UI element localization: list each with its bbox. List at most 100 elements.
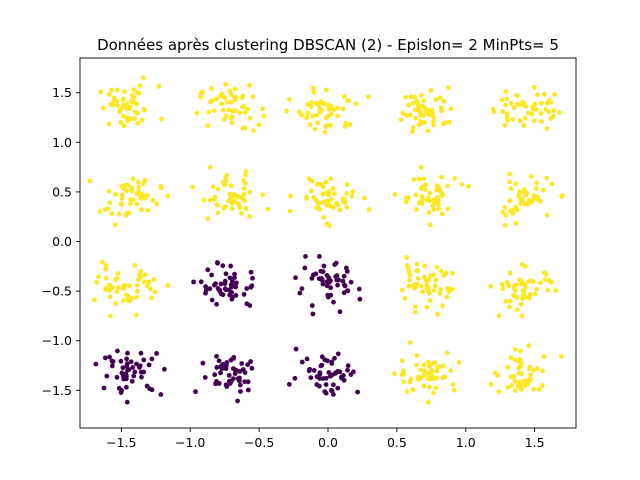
data-point	[544, 126, 550, 132]
data-point	[337, 369, 343, 375]
data-point	[499, 97, 505, 103]
data-point	[496, 313, 502, 318]
data-point	[514, 294, 520, 300]
data-point	[107, 313, 113, 319]
data-point	[317, 376, 323, 381]
data-point	[124, 106, 130, 112]
chart-title: Données après clustering DBSCAN (2) - Ep…	[97, 36, 559, 54]
data-point	[452, 176, 458, 181]
data-point	[198, 94, 204, 100]
data-point	[243, 206, 249, 211]
data-point	[418, 283, 424, 289]
data-point	[353, 101, 359, 107]
data-point	[399, 358, 405, 364]
data-point	[109, 87, 114, 93]
data-point	[242, 198, 248, 204]
data-point	[138, 350, 144, 356]
data-point	[404, 113, 410, 118]
data-point	[154, 201, 159, 207]
data-point	[419, 93, 424, 98]
data-point	[299, 359, 305, 365]
data-point	[428, 375, 434, 381]
data-point	[340, 106, 346, 112]
data-point	[107, 200, 113, 206]
data-point	[439, 174, 445, 180]
y-tick-label: 0.5	[52, 184, 72, 199]
data-point	[531, 386, 536, 392]
data-point	[421, 362, 427, 368]
data-point	[125, 367, 130, 373]
data-point	[328, 203, 334, 209]
data-point	[445, 206, 451, 212]
data-point	[315, 181, 320, 187]
data-point	[305, 110, 311, 116]
data-point	[431, 288, 437, 293]
data-point	[210, 184, 216, 190]
data-point	[260, 106, 266, 112]
data-point	[456, 360, 462, 366]
data-point	[141, 357, 147, 363]
data-point	[311, 89, 317, 95]
data-point	[517, 277, 522, 283]
data-point	[94, 279, 100, 285]
data-point	[418, 118, 424, 124]
data-point	[292, 375, 298, 381]
data-point	[406, 283, 412, 289]
data-point	[305, 102, 311, 107]
data-point	[559, 194, 564, 200]
data-point	[500, 209, 505, 215]
data-point	[311, 272, 316, 278]
data-point	[503, 89, 509, 94]
y-tick-label: 0.0	[52, 234, 72, 249]
data-point	[519, 360, 524, 366]
data-point	[241, 186, 247, 192]
data-point	[439, 193, 445, 199]
data-point	[298, 112, 304, 118]
data-point	[344, 190, 350, 196]
data-point	[115, 103, 121, 109]
data-point	[137, 83, 143, 88]
data-point	[226, 378, 232, 384]
data-point	[319, 182, 325, 188]
data-point	[118, 358, 124, 364]
data-point	[231, 354, 237, 360]
data-point	[495, 372, 501, 378]
data-point	[450, 382, 456, 387]
data-point	[230, 366, 236, 371]
data-point	[124, 363, 130, 369]
data-point	[217, 287, 223, 293]
data-point	[504, 111, 510, 117]
data-point	[326, 370, 332, 375]
data-point	[97, 209, 103, 214]
data-point	[200, 360, 206, 366]
data-point	[260, 192, 266, 198]
data-point	[321, 101, 327, 107]
data-point	[541, 354, 547, 359]
data-point	[324, 115, 329, 121]
data-point	[506, 283, 512, 289]
data-point	[241, 291, 247, 297]
data-point	[242, 181, 248, 186]
data-point	[240, 126, 246, 131]
data-point	[317, 371, 323, 377]
data-point	[121, 89, 127, 95]
data-point	[248, 359, 253, 364]
data-point	[437, 95, 443, 101]
data-point	[546, 109, 552, 115]
data-point	[311, 368, 317, 373]
data-point	[147, 386, 153, 392]
data-point	[151, 277, 157, 282]
data-point	[327, 373, 333, 379]
data-point	[250, 94, 256, 100]
data-point	[344, 204, 349, 210]
data-point	[446, 85, 451, 91]
data-point	[237, 382, 243, 388]
x-axis-ticks: −1.5 −1.0 −0.5 0.0 0.5 1.0 1.5	[106, 428, 545, 450]
data-point	[342, 199, 348, 205]
data-point	[366, 207, 372, 212]
data-point	[418, 113, 424, 118]
data-point	[431, 122, 437, 128]
data-point	[315, 120, 320, 126]
data-point	[427, 384, 432, 390]
data-point	[542, 277, 548, 282]
